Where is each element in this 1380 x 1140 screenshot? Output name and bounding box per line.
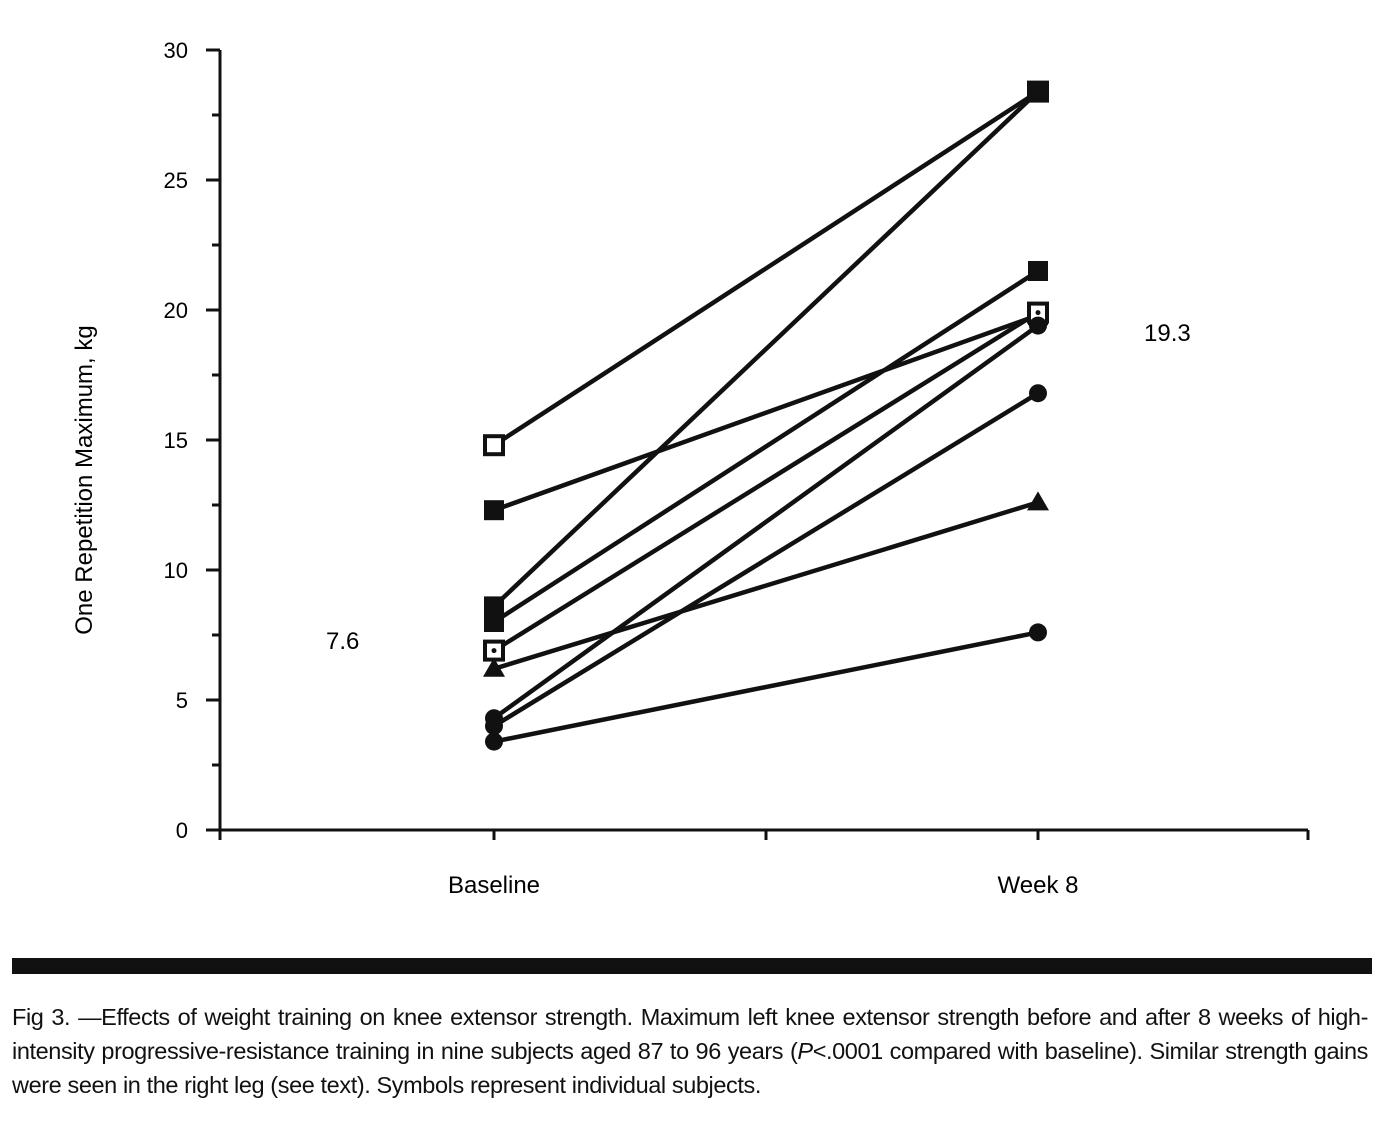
series-lines	[491, 89, 1041, 744]
week8-mean-label: 19.3	[1144, 320, 1191, 347]
y-tick-label: 25	[164, 168, 188, 193]
filled-square-marker	[1028, 261, 1048, 281]
baseline-mean-label: 7.6	[326, 628, 359, 655]
y-tick-label: 30	[164, 38, 188, 63]
dotted-square-center	[491, 648, 497, 654]
caption-p-symbol: P	[797, 1038, 813, 1064]
knee-strength-chart: 0 5 10 15 20 25 30 Baseline Week 8 One Repetitio…	[71, 38, 1310, 899]
caption-text-1: Maximum left knee extensor strength befo…	[12, 1004, 1368, 1064]
filled-square-marker	[1028, 81, 1048, 102]
circle-marker	[485, 732, 503, 751]
series-line	[491, 390, 1041, 729]
series-line	[491, 89, 1041, 609]
filled-square-marker	[484, 500, 504, 521]
caption-dash: —	[78, 1004, 102, 1030]
y-tick-label: 0	[176, 818, 188, 843]
y-axis-title: One Repetition Maximum, kg	[71, 325, 98, 634]
x-tick-label: Week 8	[998, 872, 1079, 899]
x-tick-label: Baseline	[448, 872, 540, 899]
triangle-marker	[1027, 491, 1049, 511]
caption-title: Effects of weight training on knee exten…	[101, 1004, 633, 1030]
series-line	[491, 500, 1041, 672]
circle-marker	[1029, 384, 1047, 403]
dotted-square-center	[1035, 310, 1041, 316]
open-square-marker	[483, 434, 505, 457]
series-line	[491, 630, 1041, 744]
figure-caption: Fig 3. —Effects of weight training on kn…	[12, 1000, 1368, 1102]
triangle-marker	[483, 657, 505, 677]
axes: 0 5 10 15 20 25 30 Baseline Week 8	[164, 38, 1310, 899]
y-tick-label: 5	[176, 688, 188, 713]
caption-divider	[12, 958, 1372, 974]
series-line	[491, 312, 1041, 513]
series-line	[491, 89, 1041, 448]
circle-marker	[1029, 623, 1047, 642]
filled-square-marker	[484, 612, 504, 632]
circle-marker	[1029, 316, 1047, 335]
caption-figure-label: Fig 3.	[12, 1004, 71, 1030]
caption-text-2: <.0001 compared with baseline). Similar …	[12, 1038, 1368, 1098]
filled-square-marker	[484, 596, 504, 617]
y-tick-label: 15	[164, 428, 188, 453]
y-tick-label: 20	[164, 298, 188, 323]
series-line	[491, 323, 1041, 721]
y-tick-label: 10	[164, 558, 188, 583]
series-line	[491, 310, 1041, 653]
circle-marker	[485, 717, 503, 735]
series-line	[491, 268, 1041, 625]
data-markers	[483, 80, 1049, 751]
